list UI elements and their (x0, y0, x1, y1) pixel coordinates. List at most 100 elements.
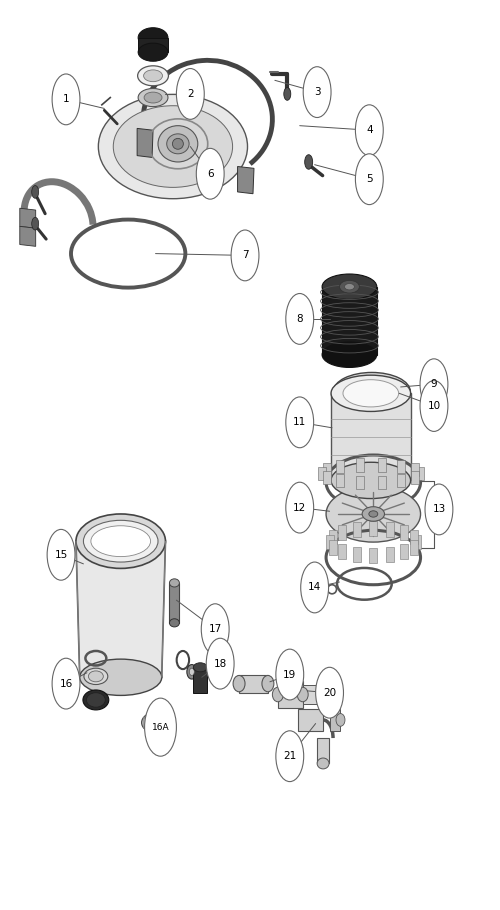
Circle shape (231, 230, 259, 281)
Circle shape (32, 217, 38, 230)
Polygon shape (413, 535, 421, 550)
Polygon shape (317, 738, 329, 763)
Ellipse shape (158, 126, 198, 162)
Ellipse shape (322, 342, 377, 368)
Ellipse shape (88, 671, 104, 682)
Ellipse shape (142, 713, 168, 733)
Polygon shape (397, 474, 405, 488)
Polygon shape (416, 467, 424, 480)
Ellipse shape (138, 88, 168, 106)
Circle shape (202, 603, 229, 654)
Polygon shape (338, 525, 346, 540)
Polygon shape (329, 530, 337, 544)
Polygon shape (322, 287, 377, 355)
Circle shape (286, 482, 314, 533)
Text: 1: 1 (62, 95, 70, 105)
Ellipse shape (340, 377, 403, 406)
Text: 19: 19 (283, 670, 296, 680)
Ellipse shape (83, 690, 109, 710)
Ellipse shape (326, 486, 420, 542)
Text: 16A: 16A (152, 723, 170, 732)
Ellipse shape (166, 134, 189, 154)
Circle shape (420, 359, 448, 410)
Text: 16: 16 (60, 679, 72, 689)
Text: 18: 18 (214, 659, 227, 669)
Ellipse shape (86, 693, 106, 707)
Polygon shape (336, 460, 344, 473)
Circle shape (286, 294, 314, 344)
Ellipse shape (331, 462, 410, 499)
Polygon shape (386, 522, 394, 537)
Polygon shape (318, 467, 326, 480)
Circle shape (425, 484, 453, 535)
Ellipse shape (340, 280, 359, 293)
Polygon shape (378, 458, 386, 471)
Polygon shape (278, 681, 302, 708)
Ellipse shape (233, 675, 245, 692)
Ellipse shape (194, 662, 207, 672)
Circle shape (304, 155, 312, 169)
Polygon shape (370, 549, 378, 563)
Ellipse shape (297, 687, 308, 702)
Polygon shape (338, 544, 346, 559)
Ellipse shape (80, 659, 162, 695)
Polygon shape (326, 535, 334, 550)
Ellipse shape (362, 507, 384, 521)
Circle shape (316, 667, 344, 718)
Polygon shape (410, 470, 418, 484)
Polygon shape (386, 548, 394, 561)
Polygon shape (194, 667, 207, 693)
Polygon shape (170, 583, 179, 622)
Polygon shape (410, 540, 418, 554)
Text: 20: 20 (323, 688, 336, 698)
Polygon shape (397, 460, 405, 473)
Ellipse shape (344, 284, 354, 290)
Polygon shape (298, 709, 323, 731)
Polygon shape (76, 541, 166, 677)
Circle shape (206, 638, 234, 689)
Ellipse shape (84, 521, 158, 562)
Circle shape (303, 66, 331, 117)
Text: 12: 12 (293, 502, 306, 512)
Circle shape (176, 68, 204, 119)
Ellipse shape (322, 274, 377, 299)
Polygon shape (370, 521, 378, 536)
Polygon shape (410, 530, 418, 544)
Polygon shape (138, 37, 168, 52)
Circle shape (356, 105, 384, 156)
Ellipse shape (369, 511, 378, 517)
Ellipse shape (170, 619, 179, 627)
Circle shape (286, 397, 314, 448)
Ellipse shape (336, 713, 345, 726)
Circle shape (276, 649, 303, 700)
Circle shape (52, 74, 80, 125)
Text: 9: 9 (430, 379, 438, 389)
Ellipse shape (114, 106, 232, 187)
Text: 7: 7 (242, 250, 248, 260)
Ellipse shape (272, 687, 283, 702)
Ellipse shape (172, 138, 184, 149)
Text: 14: 14 (308, 582, 322, 592)
Polygon shape (20, 227, 36, 247)
Ellipse shape (170, 579, 179, 587)
Ellipse shape (262, 675, 274, 692)
Polygon shape (356, 476, 364, 490)
Circle shape (32, 186, 38, 198)
Polygon shape (323, 470, 331, 484)
Circle shape (47, 530, 75, 581)
Ellipse shape (144, 70, 163, 82)
Circle shape (144, 698, 176, 756)
Ellipse shape (334, 372, 410, 410)
Text: 21: 21 (283, 751, 296, 761)
Polygon shape (20, 208, 36, 228)
Ellipse shape (76, 514, 166, 569)
Text: 5: 5 (366, 174, 372, 184)
Circle shape (196, 148, 224, 199)
Polygon shape (330, 709, 340, 731)
Polygon shape (352, 522, 360, 537)
Ellipse shape (98, 95, 248, 198)
Polygon shape (137, 128, 153, 157)
Ellipse shape (138, 27, 168, 47)
Polygon shape (378, 476, 386, 490)
Polygon shape (331, 393, 410, 480)
